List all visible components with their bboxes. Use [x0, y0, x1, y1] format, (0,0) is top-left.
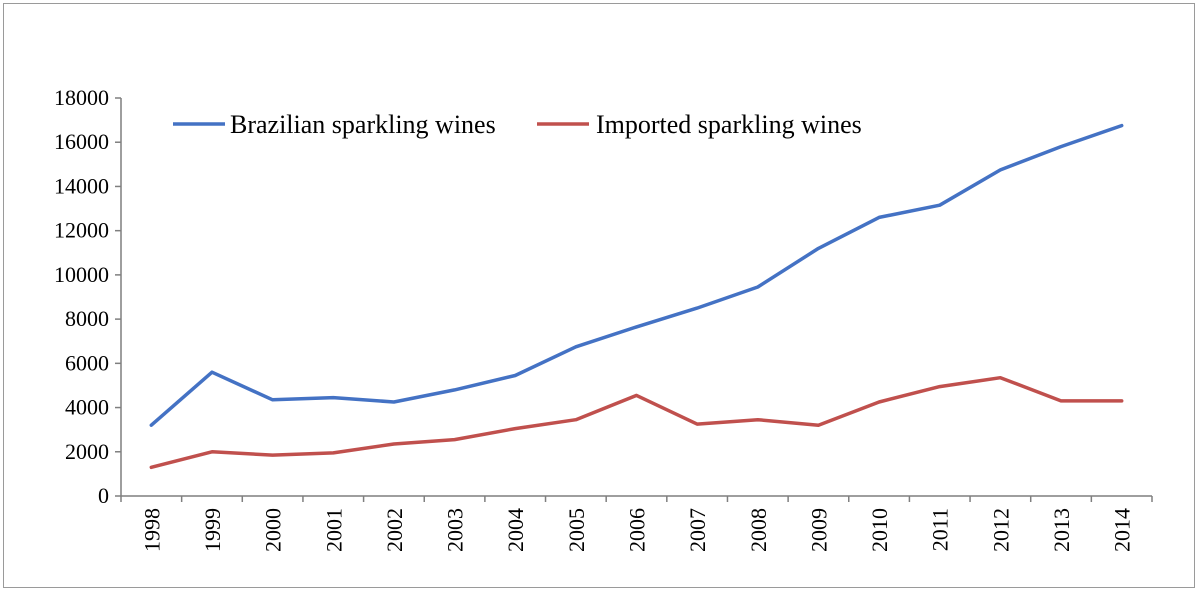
x-tick-label: 2008 [746, 508, 771, 552]
series-line-0 [149, 123, 1124, 427]
axes [120, 98, 1152, 497]
x-tick-label: 2006 [625, 508, 650, 552]
legend-label-0: Brazilian sparkling wines [230, 110, 496, 139]
x-tick-label: 2012 [988, 508, 1013, 552]
x-tick-label: 2014 [1110, 508, 1135, 552]
y-tick-label: 12000 [54, 218, 109, 243]
x-tick-label: 2000 [261, 508, 286, 552]
y-tick-label: 8000 [65, 306, 109, 331]
y-tick-label: 2000 [65, 439, 109, 464]
x-tick-label: 2013 [1049, 508, 1074, 552]
y-tick-label: 10000 [54, 262, 109, 287]
y-tick-label: 14000 [54, 173, 109, 198]
x-tick-label: 2010 [867, 508, 892, 552]
x-tick-label: 2004 [503, 508, 528, 552]
x-tick-label: 2005 [564, 508, 589, 552]
chart-frame [3, 3, 1195, 588]
x-axis-ticks: 1998 1999 2000 2001 2002 2003 2004 2005 2006 2007… [120, 496, 1153, 552]
y-axis-ticks: 0 2000 4000 6000 8000 10000 12000 14000 16000 180… [54, 85, 121, 508]
y-tick-label: 0 [98, 483, 109, 508]
legend: Brazilian sparkling wines Imported sparkl… [173, 110, 862, 139]
y-tick-label: 18000 [54, 85, 109, 110]
series-line-1 [149, 375, 1124, 470]
x-tick-label: 2007 [685, 508, 710, 552]
x-tick-label: 2009 [806, 508, 831, 552]
y-tick-label: 6000 [65, 350, 109, 375]
x-tick-label: 2002 [382, 508, 407, 552]
legend-label-1: Imported sparkling wines [596, 110, 862, 139]
series-lines [149, 123, 1124, 470]
y-tick-label: 4000 [65, 395, 109, 420]
x-tick-label: 1998 [139, 508, 164, 552]
y-tick-label: 16000 [54, 129, 109, 154]
x-tick-label: 2001 [321, 508, 346, 552]
x-tick-label: 2011 [928, 508, 953, 551]
x-tick-label: 2003 [443, 508, 468, 552]
x-tick-label: 1999 [200, 508, 225, 552]
